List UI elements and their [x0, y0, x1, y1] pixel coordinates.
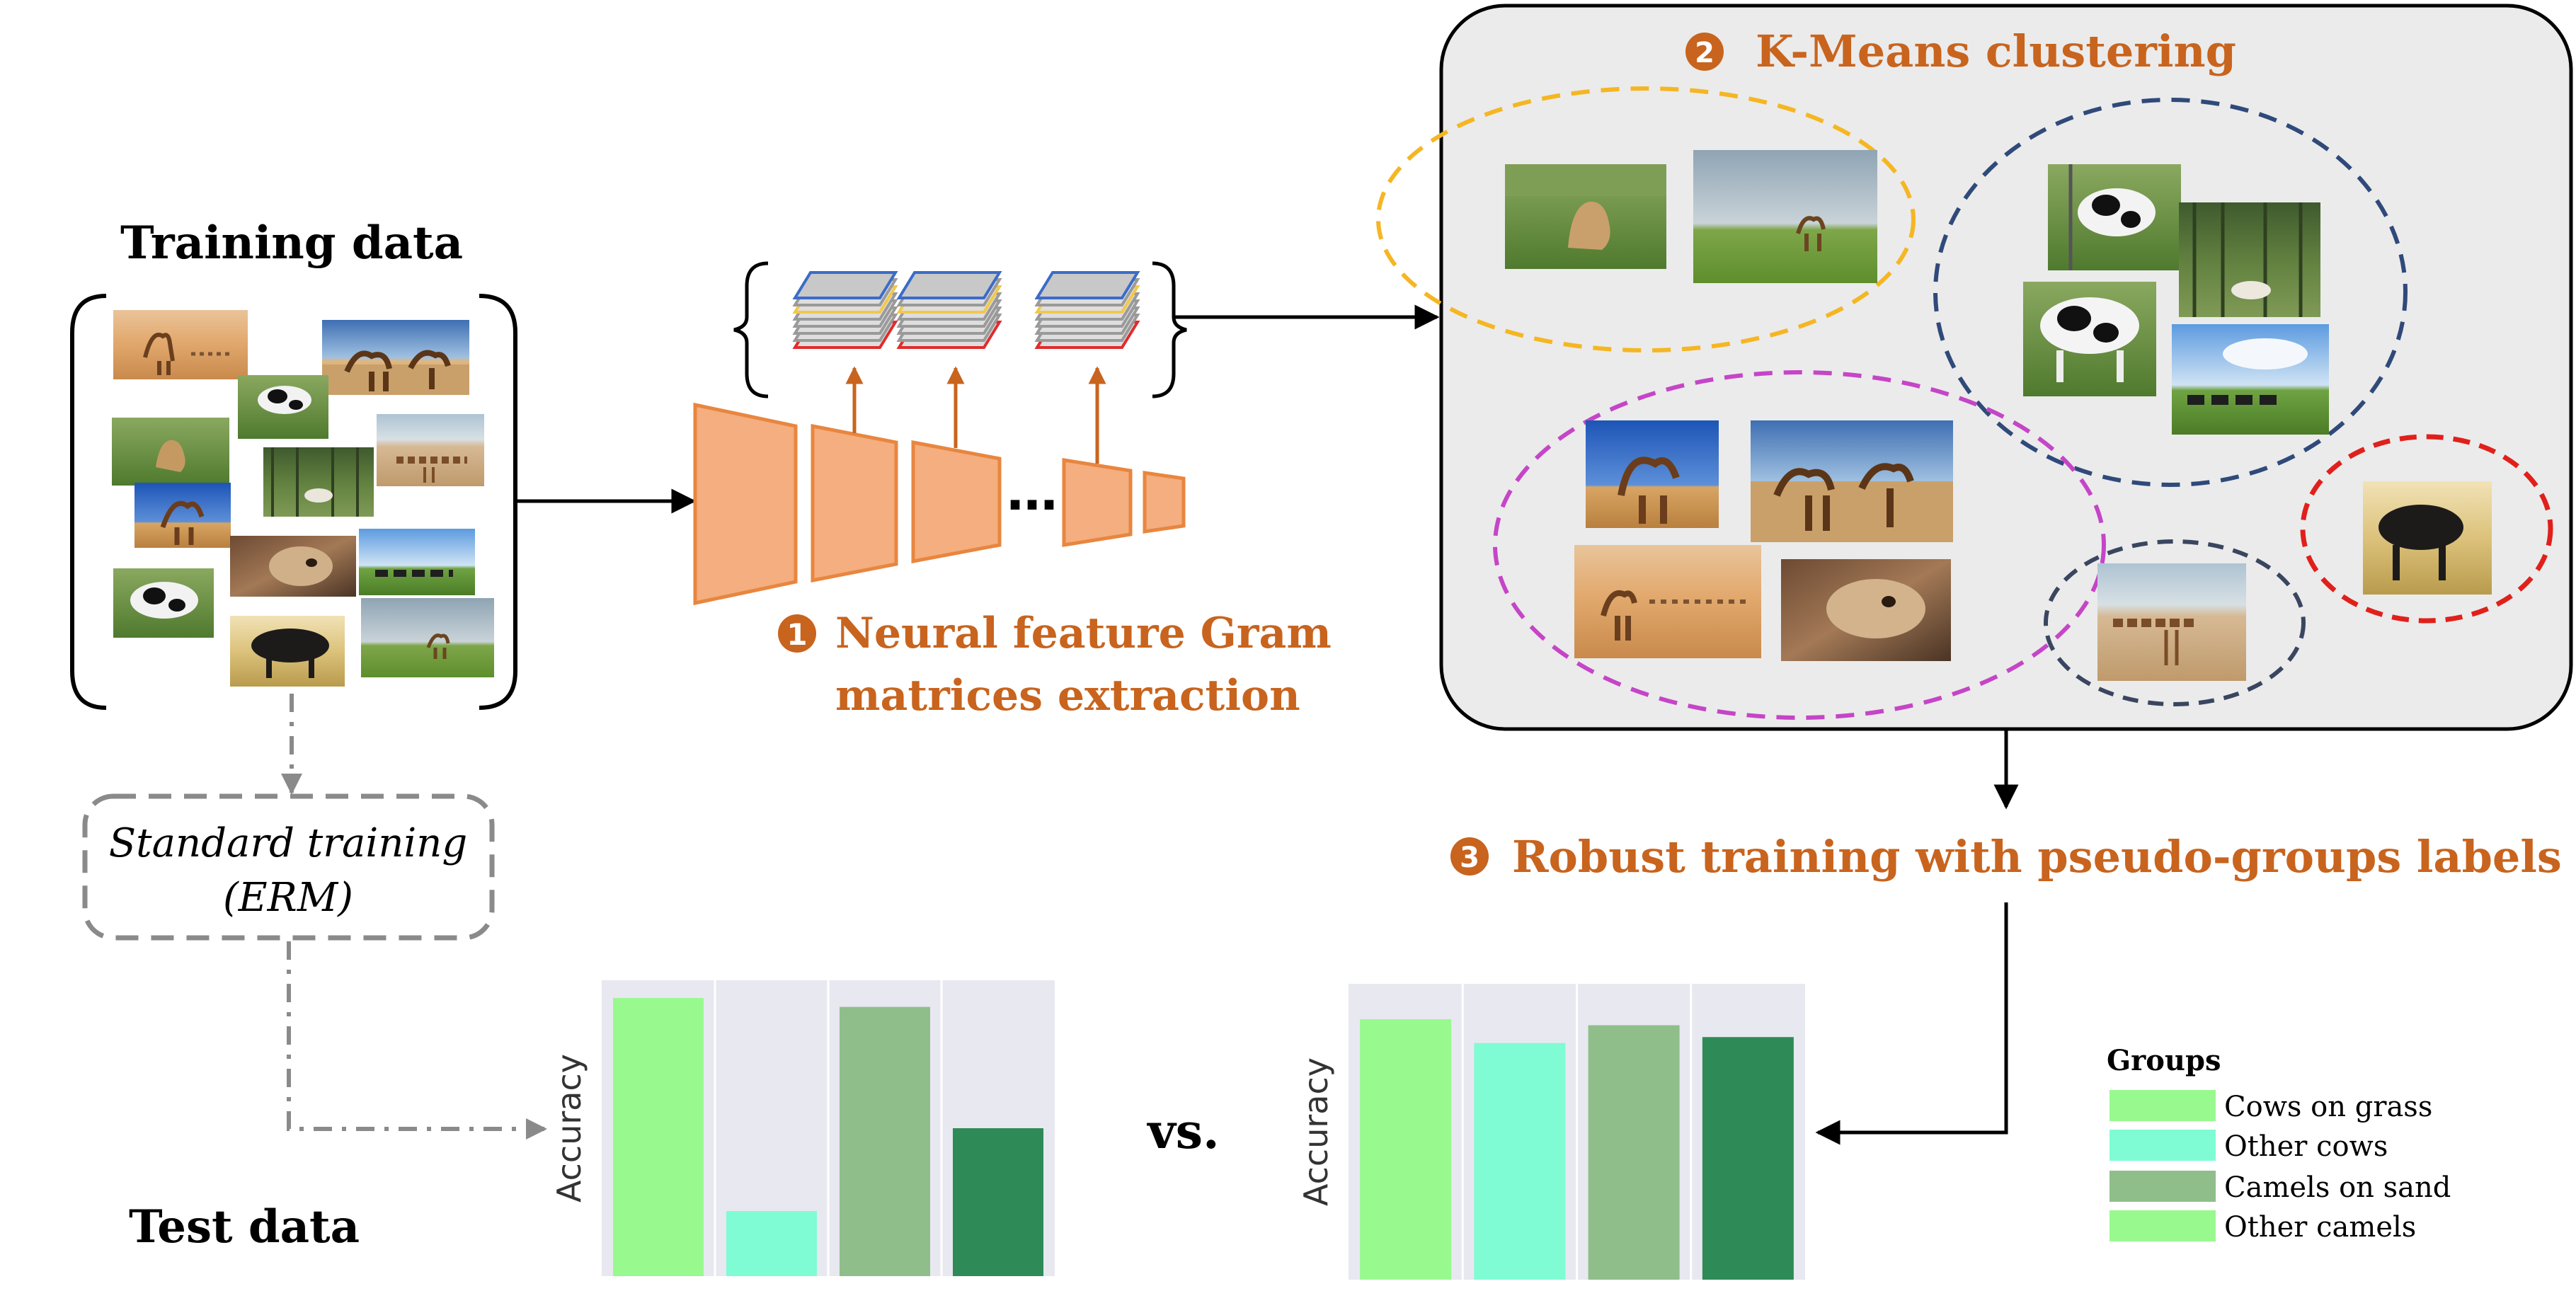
photo-dromedary-blue [1586, 420, 1719, 528]
cluster-blue [1933, 98, 2408, 487]
network-layer-5 [1143, 471, 1186, 534]
photo-camel-grass [112, 418, 229, 486]
cluster-navy [2044, 539, 2306, 706]
cluster-yellow-outline [1376, 86, 1916, 352]
test-data-title: Test data [129, 1200, 360, 1253]
photo-camels-forest [263, 447, 374, 517]
legend-swatch [2110, 1210, 2216, 1241]
step2-number: 2 [1695, 37, 1715, 69]
gram-brace-left [733, 261, 769, 398]
photo-cows-clouds [2172, 324, 2329, 435]
bar-cows-on-grass [613, 998, 704, 1276]
step1-label: 1 Neural feature Gram matrices extractio… [778, 609, 1332, 721]
legend-label: Camels on sand [2224, 1171, 2451, 1204]
legend-swatch [2110, 1171, 2216, 1202]
chart-ylabel: Accuracy [550, 1054, 588, 1203]
photo-black-bull [2363, 481, 2492, 595]
step3-badge [1450, 837, 1489, 876]
gram-brace-right [1152, 261, 1187, 398]
training-photos [112, 310, 494, 687]
erm-box [82, 793, 495, 941]
arrow-to-erm-chart [287, 941, 547, 1140]
photo-holstein-cow [2023, 282, 2156, 396]
cluster-magenta-outline [1493, 370, 2106, 720]
photo-black-bull-small [230, 616, 345, 687]
network-layer-1 [693, 402, 798, 606]
photo-camels-fence [322, 320, 469, 395]
bar-other-camels [953, 1128, 1043, 1276]
erm-line2: (ERM) [223, 875, 353, 921]
cluster-blue-outline [1933, 98, 2408, 487]
step2-label: 2 K-Means clustering [1685, 25, 2236, 77]
robust-accuracy-chart: Accuracy [1297, 984, 1805, 1280]
photo-camel-closeup [1781, 559, 1951, 661]
gram-stack-1 [792, 271, 898, 349]
erm-accuracy-chart: Accuracy [550, 980, 1055, 1276]
legend-label: Other cows [2224, 1130, 2388, 1163]
cluster-navy-outline [2044, 539, 2306, 706]
photo-cows-forest [2179, 202, 2320, 317]
gram-matrix-stacks [733, 261, 1187, 398]
photo-camels-beach [2097, 563, 2246, 681]
cluster-red-outline [2300, 434, 2553, 624]
photo-camel-blue-sky [134, 483, 231, 548]
chart-ylabel: Accuracy [1297, 1057, 1335, 1206]
photo-camel-grass-sky-small [361, 598, 494, 677]
legend-label: Other camels [2224, 1211, 2416, 1244]
step1-badge [778, 614, 816, 653]
step1-number: 1 [786, 617, 807, 652]
photo-cow-grass-top [238, 375, 328, 439]
step1-line1: Neural feature Gram [835, 609, 1332, 658]
photo-camel-caravan [1574, 545, 1761, 658]
arrow-to-robust-chart [1815, 902, 2008, 1145]
photo-camels-grass-sky [1693, 150, 1877, 283]
step1-line2: matrices extraction [835, 671, 1300, 721]
photo-camels-dry [1751, 420, 1953, 542]
step2-badge [1685, 33, 1724, 71]
legend-swatch [2110, 1130, 2216, 1161]
gram-stack-2 [896, 271, 1002, 349]
network-layer-2 [811, 423, 898, 583]
bar-other-camels [1702, 1037, 1794, 1280]
bar-camels-on-sand [1588, 1025, 1680, 1280]
photo-camels-desert [113, 310, 248, 379]
step3-text: Robust training with pseudo-groups label… [1512, 831, 2562, 883]
photo-camels-beach [377, 414, 484, 486]
erm-line1: Standard training [109, 820, 467, 866]
bar-other-cows [726, 1211, 817, 1276]
neural-network: … [693, 402, 1186, 606]
legend-swatch [2110, 1090, 2216, 1121]
cluster-yellow [1376, 86, 1916, 352]
gram-stack-3 [1034, 271, 1140, 349]
photo-cow-grass-fence [2048, 164, 2181, 270]
legend-label: Cows on grass [2224, 1091, 2432, 1123]
network-layer-4 [1062, 458, 1133, 547]
network-layer-3 [911, 440, 1002, 564]
network-ellipsis: … [1007, 462, 1058, 522]
photo-camel-in-grass [1505, 164, 1666, 269]
training-bracket-left [70, 294, 107, 710]
vs-label: vs. [1146, 1103, 1219, 1160]
photo-camel-rock [230, 536, 356, 597]
legend-title: Groups [2107, 1044, 2221, 1077]
legend: Groups Cows on grass Other cows Camels on … [2107, 1044, 2451, 1244]
bar-cows-on-grass [1360, 1019, 1452, 1280]
bar-other-cows [1474, 1043, 1566, 1280]
step3-label: 3 Robust training with pseudo-groups lab… [1450, 831, 2562, 883]
cluster-red [2300, 434, 2553, 624]
photo-cow-holstein-small [113, 568, 214, 638]
step2-text: K-Means clustering [1756, 25, 2236, 77]
step3-number: 3 [1460, 842, 1479, 874]
cluster-magenta [1493, 370, 2106, 720]
photo-cows-blue-sky-small [359, 529, 475, 595]
bar-camels-on-sand [840, 1006, 930, 1276]
training-data-title: Training data [120, 217, 463, 270]
